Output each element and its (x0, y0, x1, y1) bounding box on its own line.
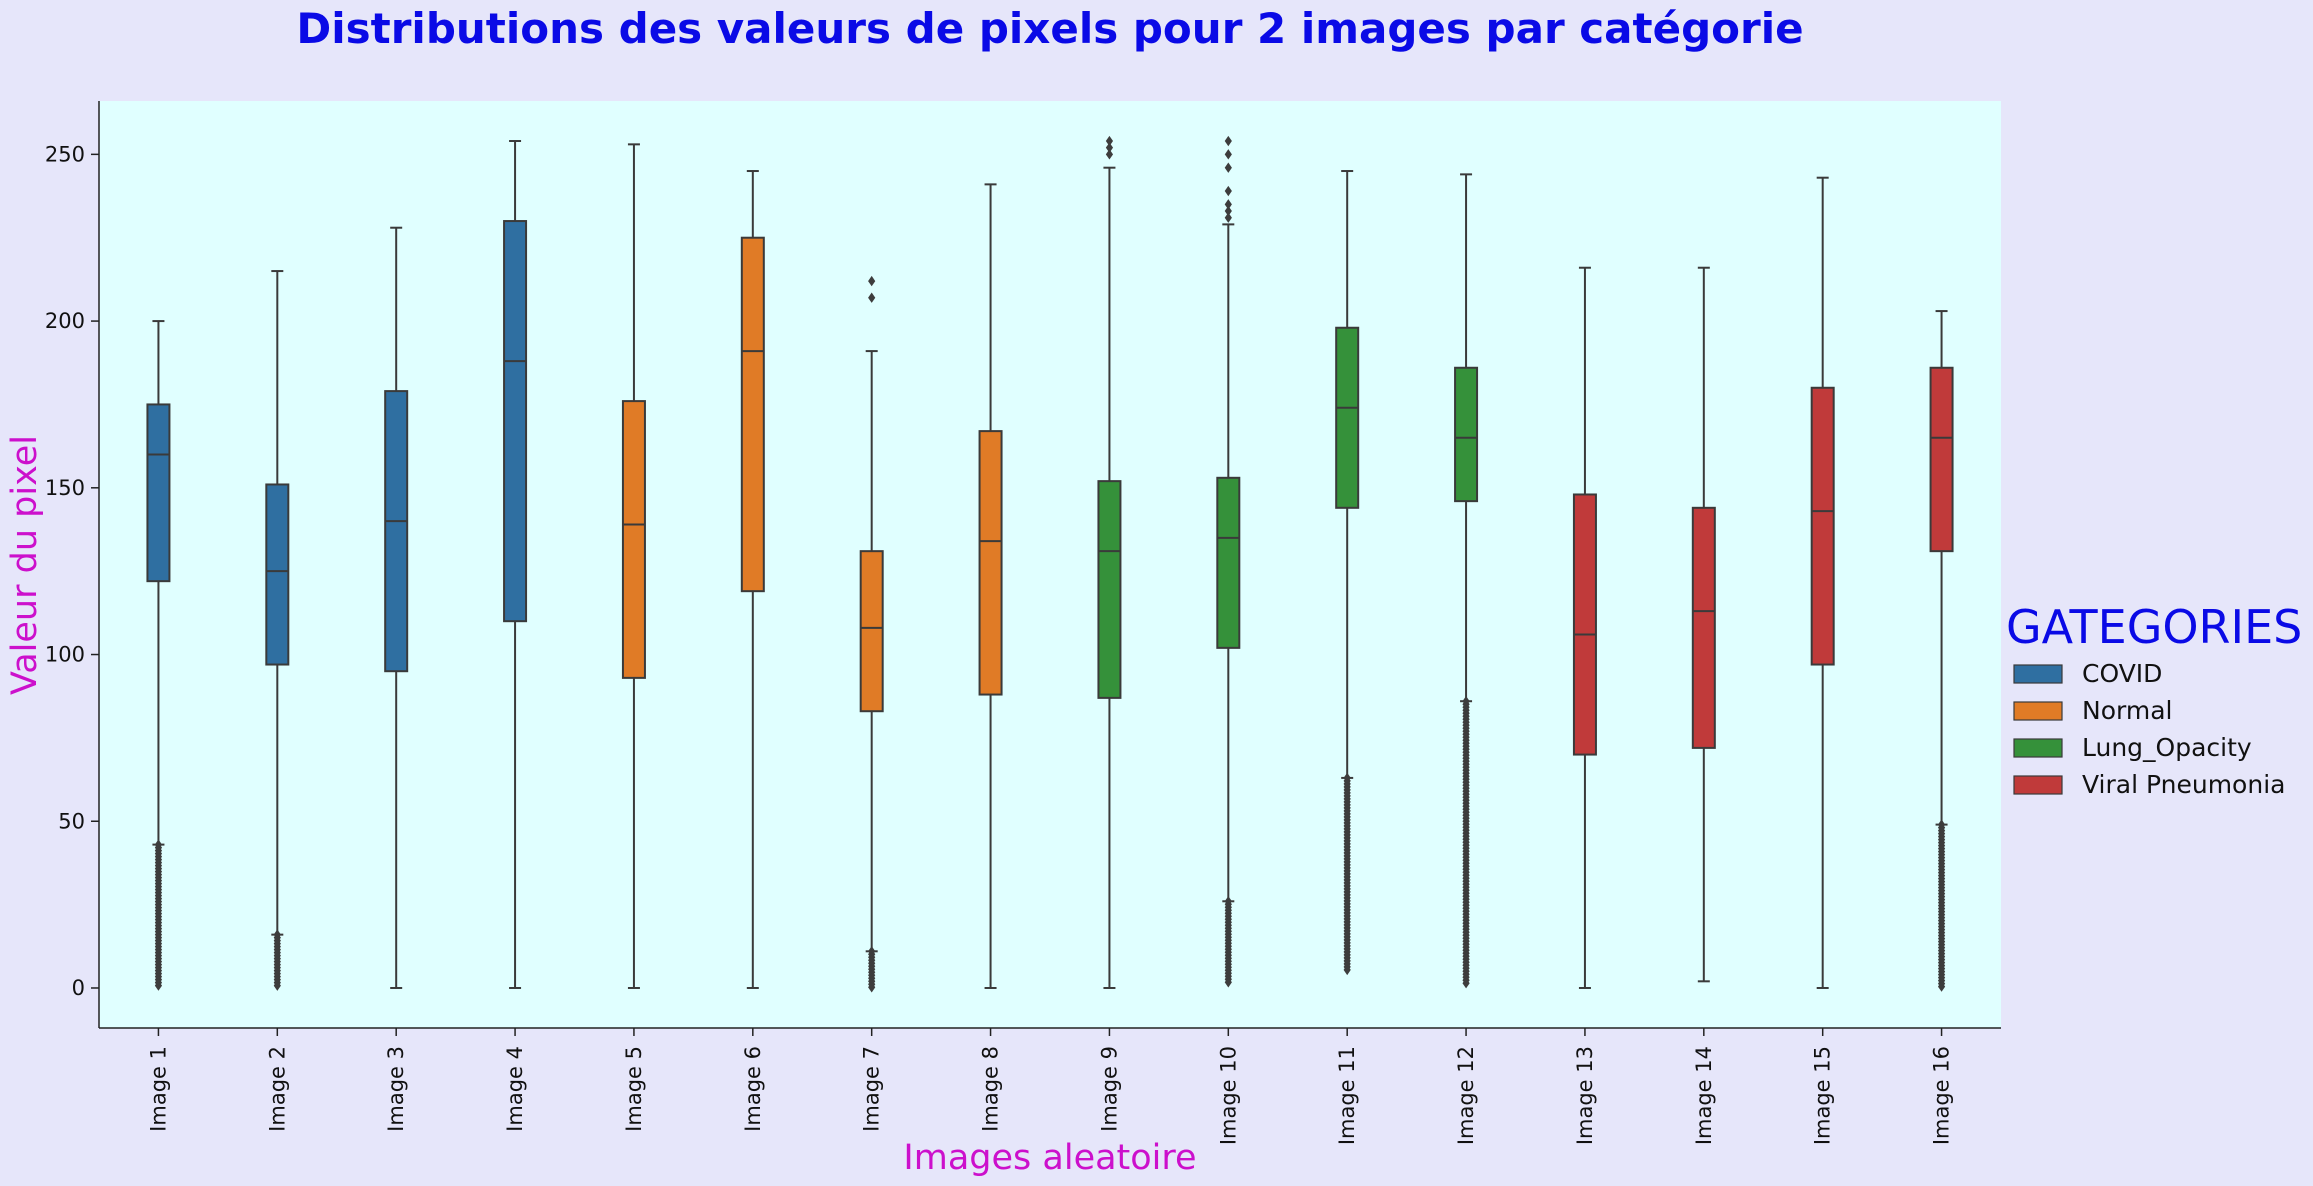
legend-label: COVID (2082, 659, 2162, 688)
outlier-point (868, 275, 876, 287)
x-tick-label: Image 13 (1573, 1046, 1597, 1145)
box-6 (740, 170, 765, 989)
axes-layer: 0 50 100 150 200 250 Image 1 Image 2 Image 3 Imag… (45, 101, 2001, 1145)
y-tick-label: 200 (45, 309, 85, 333)
x-tick-label: Image 4 (503, 1046, 527, 1132)
legend-swatch (2013, 701, 2063, 721)
x-tick-label: Image 7 (860, 1046, 884, 1132)
y-tick-label: 250 (45, 142, 85, 166)
x-tick-label: Image 11 (1335, 1046, 1359, 1145)
box-4 (503, 140, 528, 989)
box-body (1691, 506, 1716, 749)
x-tick-label: Image 9 (1097, 1046, 1121, 1132)
x-tick-label: Image 14 (1692, 1046, 1716, 1145)
box-11 (1335, 170, 1360, 976)
box-body (740, 236, 765, 593)
legend-swatch (2013, 775, 2063, 795)
legend: GATEGORIES COVID Normal Lung_Opacity Viral … (2006, 600, 2302, 799)
box-3 (384, 226, 409, 989)
legend-swatch (2013, 738, 2063, 758)
outlier-point (1224, 149, 1232, 160)
x-tick-label: Image 6 (741, 1046, 765, 1132)
x-tick-label: Image 2 (265, 1046, 289, 1132)
box-body (1097, 480, 1122, 699)
x-tick-label: Image 3 (384, 1046, 408, 1132)
legend-label: Lung_Opacity (2082, 733, 2252, 762)
outlier-point (154, 980, 163, 991)
outlier-point (1224, 205, 1232, 217)
outlier-point (273, 980, 281, 991)
x-tick-label: Image 1 (146, 1046, 170, 1132)
box-body (859, 550, 884, 713)
outlier-point (1224, 162, 1232, 173)
outlier-point (868, 292, 876, 303)
outlier-point (1105, 135, 1114, 147)
outlier-point (1224, 199, 1232, 210)
box-body (384, 390, 409, 673)
x-tick-label: Image 15 (1811, 1046, 1835, 1145)
box-body (503, 220, 528, 623)
box-15 (1810, 176, 1835, 989)
outlier-point (868, 982, 876, 993)
box-7 (859, 275, 884, 993)
box-body (1216, 476, 1241, 649)
box-body (146, 403, 171, 583)
outlier-point (1462, 978, 1470, 989)
box-body (1572, 493, 1597, 756)
box-body (1454, 366, 1479, 503)
box-12 (1454, 173, 1479, 989)
box-2 (265, 270, 290, 991)
x-tick-label: Image 8 (979, 1046, 1003, 1132)
legend-label: Viral Pneumonia (2082, 770, 2285, 799)
box-body (621, 400, 646, 679)
box-body (265, 483, 290, 666)
box-body (1810, 386, 1835, 666)
x-tick-label: Image 12 (1454, 1046, 1478, 1145)
box-body (1929, 366, 1954, 553)
y-tick-label: 100 (45, 643, 85, 667)
outlier-point (1937, 981, 1946, 992)
boxes-layer (146, 135, 1954, 993)
chart-title: Distributions des valeurs de pixels pour… (296, 4, 1803, 53)
box-14 (1691, 266, 1716, 983)
outlier-point (1224, 135, 1232, 147)
x-axis-label: Images aleatoire (903, 1138, 1196, 1178)
outlier-point (1224, 212, 1232, 223)
outlier-point (1343, 964, 1351, 976)
y-tick-label: 150 (45, 476, 85, 500)
x-tick-label: Image 10 (1216, 1046, 1240, 1145)
plot-area (99, 101, 2001, 1028)
legend-swatch (2013, 664, 2063, 684)
box-9 (1097, 135, 1122, 989)
outlier-point (1224, 185, 1232, 197)
box-body (1335, 326, 1360, 509)
box-body (978, 430, 1003, 696)
y-axis-label: Valeur du pixel (5, 435, 45, 695)
y-tick-label: 50 (58, 809, 85, 833)
legend-label: Normal (2082, 696, 2172, 725)
box-1 (146, 320, 171, 991)
box-10 (1216, 135, 1241, 988)
outlier-point (1224, 977, 1232, 988)
box-13 (1572, 266, 1597, 989)
legend-title: GATEGORIES (2006, 600, 2302, 654)
box-16 (1929, 310, 1954, 992)
outlier-point (1105, 142, 1114, 153)
outlier-point (1105, 149, 1114, 160)
y-tick-label: 0 (72, 976, 85, 1000)
box-8 (978, 183, 1003, 989)
x-tick-label: Image 16 (1930, 1046, 1954, 1145)
box-5 (621, 143, 646, 989)
x-tick-label: Image 5 (622, 1046, 646, 1132)
